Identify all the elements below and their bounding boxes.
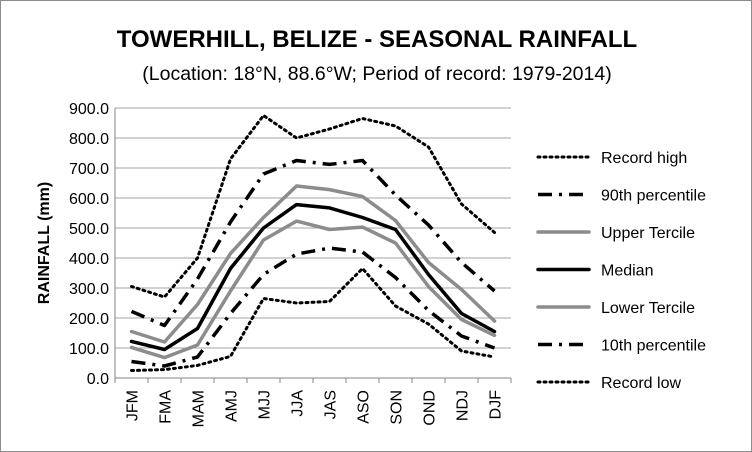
series-line-upper-tercile [129,184,497,344]
x-tick-label: MJJ [257,390,274,419]
x-tick-label: JAS [323,390,340,419]
x-tick-label: DJF [488,390,505,420]
x-tick-label: FMA [158,390,175,424]
legend-label: Median [601,263,653,280]
x-tick-labels: JFM FMA MAM AMJ MJJ JJA JAS ASO SON OND NDJ DJF [125,390,505,428]
y-tick-label: 700.0 [69,161,109,178]
y-tick-label: 200.0 [69,311,109,328]
series-line-lower-tercile [129,219,497,360]
legend-label: Lower Tercile [601,300,695,317]
y-tick-label: 800.0 [69,131,109,148]
y-tick-label: 500.0 [69,221,109,238]
x-tick-label: JFM [125,390,142,421]
series-line-median [129,202,497,352]
y-tick-label: 0.0 [87,371,109,388]
y-tick-label: 600.0 [69,191,109,208]
chart-title: TOWERHILL, BELIZE - SEASONAL RAINFALL [117,26,637,53]
y-axis-label: RAINFALL (mm) [36,182,53,304]
data-series [129,114,497,372]
x-tick-label: NDJ [455,390,472,421]
legend: Record high 90th percentile Upper Tercile M… [536,150,706,392]
y-tick-label: 300.0 [69,281,109,298]
legend-label: Record high [601,150,687,167]
x-tick-label: AMJ [224,390,241,422]
y-tick-labels: 0.0 100.0 200.0 300.0 400.0 500.0 600.0 700.0 80… [69,101,109,388]
y-tick-label: 900.0 [69,101,109,118]
series-line-10th-percentile [131,246,496,368]
series-line-record-high [130,114,496,299]
series-line-90th-percentile [130,158,496,328]
legend-label: Record low [601,375,681,392]
x-tick-label: JJA [290,390,307,417]
chart-subtitle: (Location: 18°N, 88.6°W; Period of recor… [142,63,611,85]
y-tick-label: 100.0 [69,341,109,358]
series-line-record-low [130,267,496,372]
y-tick-label: 400.0 [69,251,109,268]
x-tick-label: OND [422,390,439,426]
legend-label: Upper Tercile [601,225,695,242]
x-tick-label: MAM [191,390,208,427]
legend-label: 10th percentile [601,338,706,355]
x-tick-label: SON [389,390,406,425]
axes [114,108,512,383]
gridlines [115,107,511,349]
x-tick-label: ASO [356,390,373,424]
legend-label: 90th percentile [601,188,706,205]
